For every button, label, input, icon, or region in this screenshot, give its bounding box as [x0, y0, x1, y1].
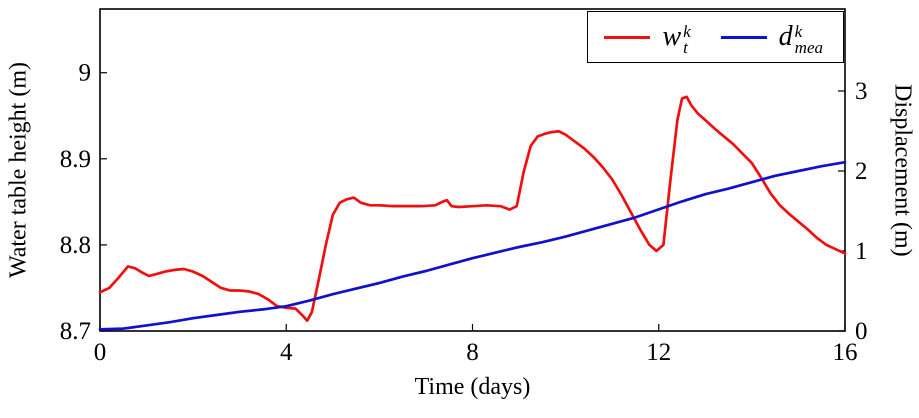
- water-table-line-swatch: [604, 35, 651, 39]
- right-y-tick-label: 3: [855, 78, 868, 105]
- x-tick-label: 8: [466, 339, 479, 366]
- left-y-tick-label: 8.9: [60, 146, 91, 173]
- legend-math-sub: mea: [794, 38, 823, 58]
- series-line-d_mea^k: [98, 160, 847, 331]
- x-tick-label: 0: [94, 339, 107, 366]
- x-tick-label: 4: [280, 339, 293, 366]
- right-y-tick-label: 0: [855, 318, 868, 345]
- left-y-tick-label: 9: [79, 60, 92, 87]
- series-line-w_t^k: [98, 95, 847, 323]
- legend-math-base: d: [778, 21, 793, 53]
- legend-math-sub: t: [683, 38, 688, 58]
- x-tick-label: 12: [646, 339, 671, 366]
- legend-math-base: w: [662, 21, 682, 53]
- left-y-axis-label: Water table height (m): [5, 62, 32, 278]
- right-y-tick-label: 1: [855, 238, 868, 265]
- right-y-axis-label: Displacement (m): [889, 83, 916, 257]
- displacement-line-swatch: [720, 35, 767, 39]
- legend-math-sup: k: [794, 22, 803, 41]
- left-y-tick-label: 8.7: [60, 318, 91, 345]
- legend-entry-displacement: d k mea: [720, 21, 823, 58]
- legend-math-sup: k: [683, 22, 691, 41]
- right-y-tick-label: 2: [855, 158, 868, 185]
- legend-label-displacement: d k mea: [778, 21, 823, 58]
- x-axis-label: Time (days): [414, 374, 531, 400]
- x-tick-label: 16: [833, 339, 858, 366]
- left-y-tick-label: 8.8: [60, 232, 91, 259]
